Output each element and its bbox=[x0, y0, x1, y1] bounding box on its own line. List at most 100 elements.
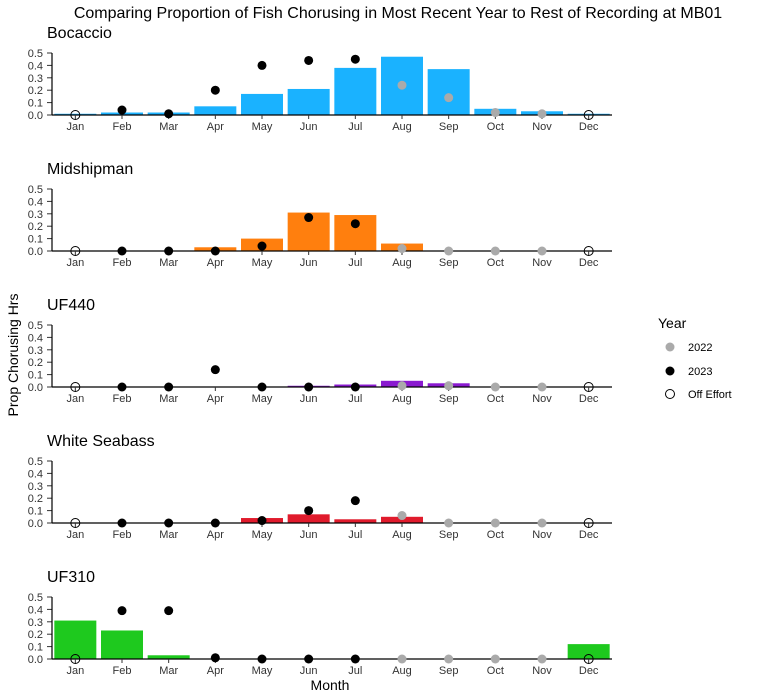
y-tick-label: 0.1 bbox=[28, 642, 43, 654]
x-tick-label: Nov bbox=[532, 529, 552, 541]
point-2022 bbox=[490, 518, 500, 528]
x-tick-label: Feb bbox=[113, 257, 132, 269]
legend-swatch-off-effort bbox=[665, 389, 675, 399]
bar-jan bbox=[54, 113, 97, 115]
point-2022 bbox=[537, 382, 547, 392]
x-tick-label: Jun bbox=[300, 393, 318, 405]
x-tick-label: Oct bbox=[487, 121, 504, 133]
y-tick-label: 0.3 bbox=[28, 209, 43, 221]
point-2023 bbox=[210, 85, 220, 95]
point-2022 bbox=[444, 381, 454, 391]
legend-title: Year bbox=[658, 315, 687, 331]
x-tick-label: May bbox=[252, 393, 273, 405]
x-axis-title: Month bbox=[311, 677, 350, 693]
legend-swatch-2023 bbox=[665, 366, 675, 376]
x-tick-label: Apr bbox=[207, 257, 224, 269]
x-tick-label: Jun bbox=[300, 121, 318, 133]
y-tick-label: 0.5 bbox=[28, 456, 43, 468]
point-2023 bbox=[257, 382, 267, 392]
point-off-effort bbox=[70, 518, 81, 528]
x-tick-label: May bbox=[252, 121, 273, 133]
point-2023 bbox=[257, 60, 267, 70]
x-tick-label: Oct bbox=[487, 393, 504, 405]
point-off-effort bbox=[583, 518, 594, 528]
panel-title: UF310 bbox=[47, 569, 95, 586]
y-tick-label: 0.2 bbox=[28, 85, 43, 97]
x-tick-label: Apr bbox=[207, 529, 224, 541]
x-tick-label: Jul bbox=[348, 121, 362, 133]
point-off-effort bbox=[70, 246, 81, 256]
point-off-effort bbox=[70, 654, 81, 664]
x-tick-label: Sep bbox=[439, 393, 459, 405]
point-2022 bbox=[397, 511, 407, 521]
x-tick-label: Mar bbox=[159, 529, 178, 541]
bar-may bbox=[241, 93, 283, 115]
panel-uf310: UF310 0.00.10.20.30.40.5 Jan Feb Mar Apr May Ju… bbox=[28, 569, 612, 677]
point-off-effort bbox=[70, 382, 81, 392]
point-2023 bbox=[164, 109, 174, 119]
x-tick-label: Mar bbox=[159, 393, 178, 405]
x-tick-label: Jan bbox=[66, 121, 84, 133]
point-2023 bbox=[257, 241, 267, 251]
legend-label: 2023 bbox=[688, 366, 712, 378]
x-tick-label: Jan bbox=[66, 257, 84, 269]
x-tick-label: Jan bbox=[66, 665, 84, 677]
x-tick-label: Aug bbox=[392, 529, 412, 541]
y-tick-label: 0.4 bbox=[28, 332, 43, 344]
x-tick-label: Nov bbox=[532, 393, 552, 405]
x-tick-label: Apr bbox=[207, 393, 224, 405]
point-off-effort bbox=[583, 110, 594, 120]
y-tick-label: 0.3 bbox=[28, 345, 43, 357]
point-2022 bbox=[490, 654, 500, 664]
point-2023 bbox=[350, 219, 360, 229]
point-2023 bbox=[210, 365, 220, 375]
y-tick-label: 0.4 bbox=[28, 196, 43, 208]
x-tick-label: Aug bbox=[392, 257, 412, 269]
point-2023 bbox=[304, 213, 314, 223]
x-tick-label: Nov bbox=[532, 257, 552, 269]
bar-jul bbox=[334, 519, 377, 523]
point-2023 bbox=[304, 55, 314, 65]
point-2023 bbox=[164, 518, 174, 528]
legend: Year 2022 2023 Off Effort bbox=[658, 315, 732, 401]
bar-dec bbox=[567, 113, 610, 115]
point-2022 bbox=[537, 109, 547, 119]
point-2023 bbox=[257, 654, 267, 664]
panel-title: Midshipman bbox=[47, 161, 133, 178]
point-2022 bbox=[490, 246, 500, 256]
point-2022 bbox=[490, 108, 500, 118]
y-tick-label: 0.2 bbox=[28, 357, 43, 369]
point-2022 bbox=[490, 382, 500, 392]
y-tick-label: 0.0 bbox=[28, 246, 43, 258]
point-2023 bbox=[350, 54, 360, 64]
y-tick-label: 0.3 bbox=[28, 617, 43, 629]
x-tick-label: Oct bbox=[487, 665, 504, 677]
point-2023 bbox=[164, 382, 174, 392]
point-off-effort bbox=[70, 110, 81, 120]
point-2023 bbox=[117, 105, 127, 115]
x-tick-label: Dec bbox=[579, 257, 599, 269]
legend-swatch-2022 bbox=[665, 342, 675, 352]
panel-uf440: UF440 0.00.10.20.30.40.5 Jan Feb Mar Apr May Ju… bbox=[28, 297, 612, 405]
y-tick-label: 0.2 bbox=[28, 221, 43, 233]
x-tick-label: Oct bbox=[487, 257, 504, 269]
point-off-effort bbox=[583, 382, 594, 392]
x-tick-label: Jun bbox=[300, 529, 318, 541]
y-tick-label: 0.4 bbox=[28, 60, 43, 72]
point-2022 bbox=[537, 518, 547, 528]
y-tick-label: 0.1 bbox=[28, 370, 43, 382]
y-tick-label: 0.0 bbox=[28, 654, 43, 666]
x-tick-label: Jan bbox=[66, 529, 84, 541]
point-2023 bbox=[350, 496, 360, 506]
bar-feb bbox=[101, 630, 143, 659]
x-tick-label: Jul bbox=[348, 665, 362, 677]
x-tick-label: Mar bbox=[159, 665, 178, 677]
point-off-effort bbox=[583, 246, 594, 256]
y-tick-label: 0.5 bbox=[28, 592, 43, 604]
y-axis-title: Prop Chorusing Hrs bbox=[5, 294, 21, 417]
point-2023 bbox=[117, 382, 127, 392]
x-tick-label: Feb bbox=[113, 121, 132, 133]
y-tick-label: 0.3 bbox=[28, 73, 43, 85]
